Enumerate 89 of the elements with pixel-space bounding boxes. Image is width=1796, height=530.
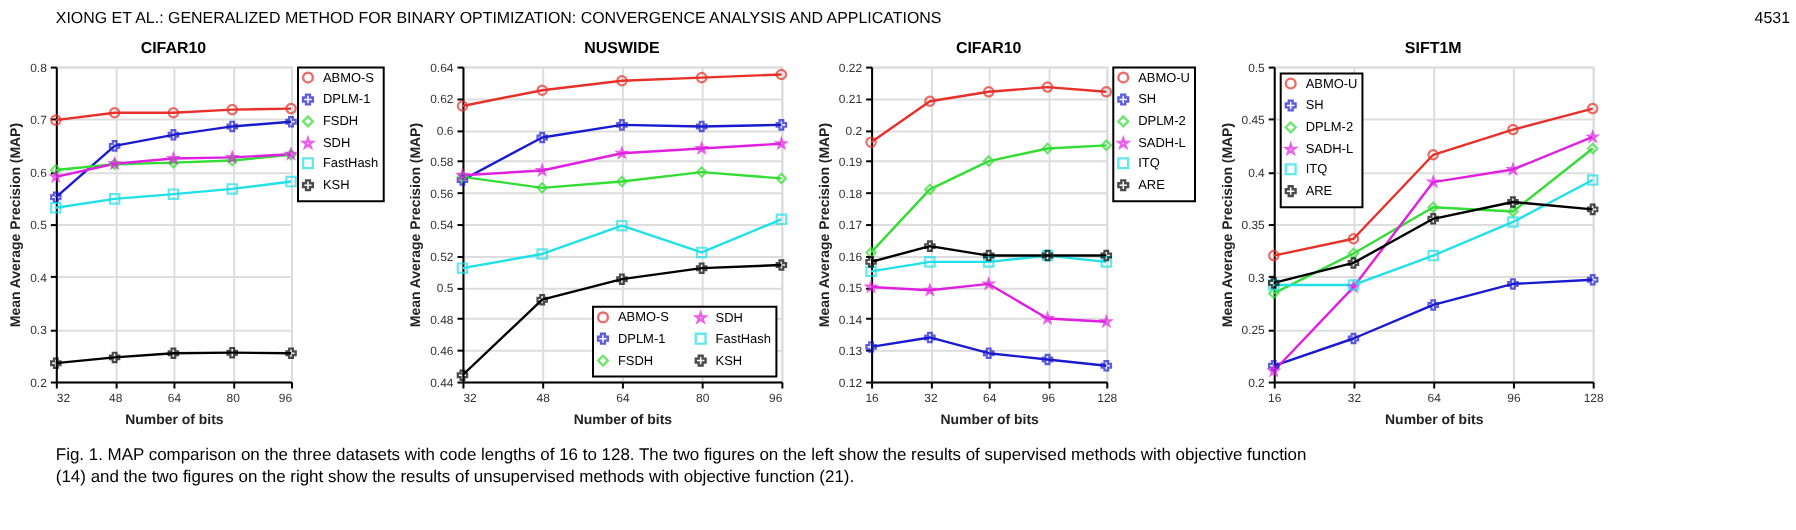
point (865, 246, 877, 259)
point (1041, 142, 1054, 155)
point (536, 248, 548, 260)
point (695, 120, 708, 133)
point (1427, 149, 1439, 161)
point (50, 164, 62, 176)
chart-title: CIFAR10 (140, 38, 208, 57)
point (226, 154, 238, 167)
point (775, 213, 788, 226)
point (536, 131, 548, 144)
point (865, 265, 877, 278)
point (982, 86, 995, 98)
point (982, 347, 995, 359)
point (108, 140, 121, 152)
point (50, 357, 62, 369)
point (1586, 142, 1599, 155)
point (1100, 249, 1113, 262)
point (982, 249, 995, 262)
point (924, 95, 936, 108)
point (285, 115, 297, 128)
point (108, 107, 121, 119)
point (108, 351, 121, 364)
point (536, 293, 548, 306)
point (226, 346, 238, 359)
point (1427, 249, 1439, 262)
point (616, 273, 628, 285)
point (616, 119, 628, 131)
point (167, 129, 180, 141)
point (982, 256, 995, 268)
point (1586, 174, 1599, 186)
point (1041, 353, 1054, 366)
point (226, 183, 238, 195)
point (1427, 201, 1439, 214)
point (616, 175, 628, 188)
point (1586, 203, 1599, 216)
point (536, 84, 548, 96)
chart-title: CIFAR10 (955, 38, 1023, 57)
point (1507, 216, 1519, 228)
point (167, 107, 180, 119)
point (1100, 256, 1113, 268)
point (775, 259, 788, 271)
point (695, 262, 708, 274)
point (50, 202, 62, 214)
point (1427, 299, 1439, 311)
point (982, 155, 995, 167)
point (865, 341, 877, 353)
text: XIONG ET AL.: GENERALIZED METHOD FOR BINARY OPTIMIZATION: CONVERGENCE ANALYSIS AND APPLICATIONS (55, 8, 942, 27)
point (695, 71, 708, 84)
point (1347, 247, 1360, 260)
point (536, 182, 548, 194)
point (1507, 278, 1519, 290)
text: 4531 (1754, 8, 1792, 27)
point (924, 183, 936, 196)
point (1507, 205, 1519, 218)
point (285, 175, 297, 188)
point (1347, 233, 1360, 245)
point (167, 188, 180, 200)
point (1267, 287, 1280, 300)
point (50, 191, 62, 204)
caption: Fig. 1. MAP comparison on the three datasets with code lengths of 16 to 128. The two figures on the left show the results of supervised methods with objective function (14) and the two figures on the right show the results of unsupervised methods with objective function (21). (55, 444, 1308, 487)
point (456, 369, 469, 382)
point (1100, 139, 1113, 152)
point (775, 172, 788, 185)
point (1507, 123, 1519, 136)
point (1100, 360, 1113, 372)
point (1347, 257, 1360, 269)
point (167, 156, 180, 169)
point (924, 240, 936, 252)
point (865, 256, 877, 268)
point (226, 103, 238, 116)
point (1347, 332, 1360, 345)
point (616, 75, 628, 87)
point (695, 246, 708, 259)
point (775, 119, 788, 131)
point (1507, 196, 1519, 208)
point (695, 166, 708, 178)
point (1586, 273, 1599, 286)
point (456, 262, 469, 274)
point (616, 219, 628, 232)
point (924, 256, 936, 268)
point (1267, 360, 1280, 372)
point (1427, 213, 1439, 225)
point (167, 347, 180, 359)
chart-title: NUSWIDE (584, 38, 660, 57)
point (108, 193, 121, 205)
chart-title: SIFT1M (1404, 38, 1463, 57)
point (1041, 81, 1054, 93)
point (226, 120, 238, 133)
point (285, 347, 297, 359)
